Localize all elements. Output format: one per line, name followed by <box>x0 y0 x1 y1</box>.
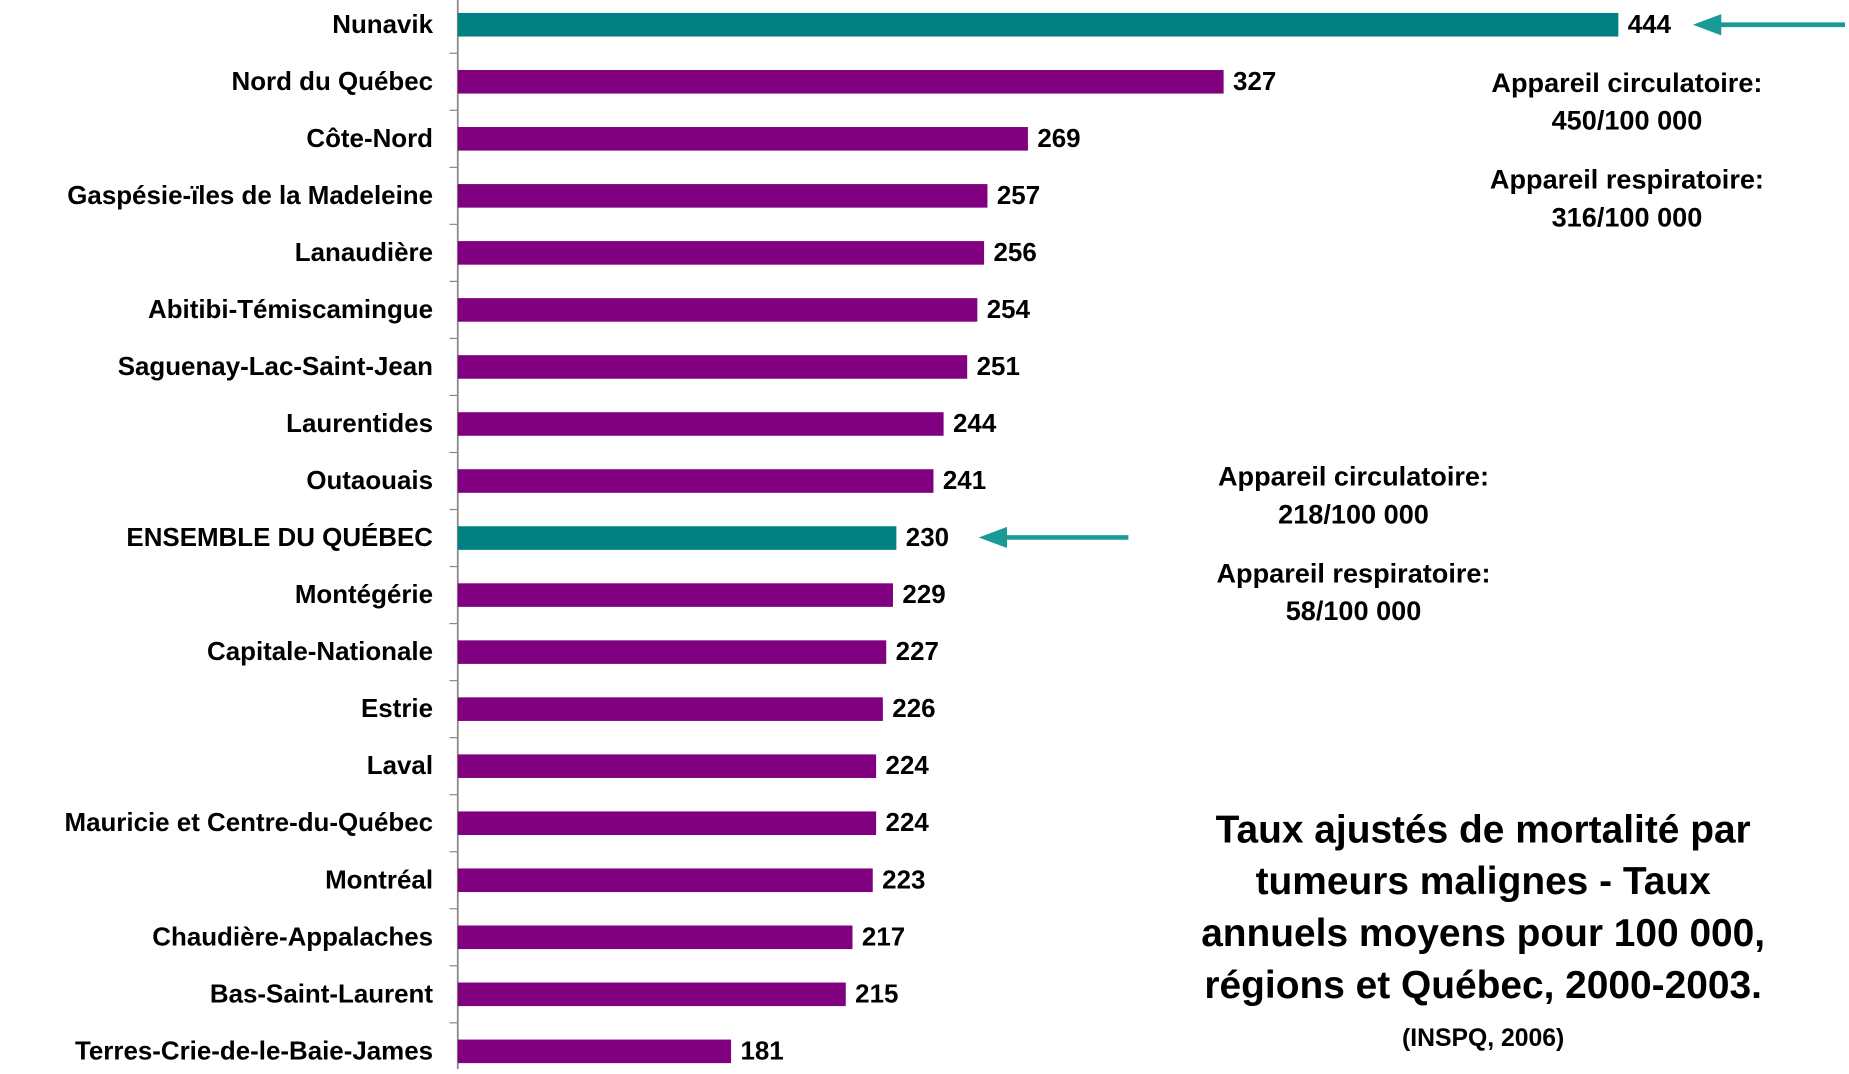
category-label: Montréal <box>325 866 433 894</box>
annotation: Appareil respiratoire: <box>1216 557 1490 588</box>
bar <box>457 69 1224 94</box>
category-label: Nord du Québec <box>232 68 434 96</box>
bar <box>457 1039 732 1064</box>
arrow <box>1692 14 1845 36</box>
bar <box>457 754 877 778</box>
category-label: Montégérie <box>295 581 433 609</box>
data-label: 217 <box>862 923 905 951</box>
bar <box>457 925 853 950</box>
annotation: 316/100 000 <box>1552 201 1703 232</box>
category-label: Outaouais <box>306 467 433 495</box>
annotation: Appareil circulatoire: <box>1491 67 1762 98</box>
category-label: Côte-Nord <box>306 125 433 153</box>
data-label: 257 <box>997 182 1040 210</box>
annotation: 58/100 000 <box>1286 595 1422 626</box>
category-label: Laurentides <box>286 410 433 438</box>
data-label: 227 <box>896 638 939 666</box>
data-label: 256 <box>994 239 1037 267</box>
chart-title: annuels moyens pour 100 000, <box>1201 912 1765 955</box>
bar <box>457 241 985 265</box>
category-label: Terres-Crie-de-le-Baie-James <box>75 1037 433 1065</box>
bar <box>457 811 877 835</box>
data-label: 254 <box>987 296 1031 324</box>
chart-title: Taux ajustés de mortalité par <box>1216 808 1751 851</box>
category-label: ENSEMBLE DU QUÉBEC <box>126 523 433 552</box>
bar <box>457 12 1619 37</box>
chart-title: régions et Québec, 2000-2003. <box>1204 964 1761 1007</box>
category-label: Abitibi-Témiscamingue <box>148 296 433 324</box>
bar <box>457 640 887 664</box>
category-label: Chaudière-Appalaches <box>152 923 433 951</box>
bar <box>457 526 897 550</box>
data-label: 224 <box>886 752 930 780</box>
category-label: Gaspésie-ïles de la Madeleine <box>67 182 433 210</box>
category-label: Capitale-Nationale <box>207 638 433 666</box>
category-label: Bas-Saint-Laurent <box>210 980 433 1008</box>
data-label: 244 <box>953 410 997 438</box>
data-label: 226 <box>892 695 935 723</box>
data-label: 229 <box>902 581 945 609</box>
bar <box>457 469 934 493</box>
category-label: Mauricie et Centre-du-Québec <box>64 809 433 837</box>
category-label: Laval <box>367 752 433 780</box>
bar <box>457 184 988 208</box>
bar <box>457 868 873 893</box>
category-label: Estrie <box>361 695 433 723</box>
bar <box>457 982 846 1007</box>
source: (INSPQ, 2006) <box>1402 1025 1564 1052</box>
data-label: 230 <box>906 524 949 552</box>
bar <box>457 298 978 322</box>
data-label: 181 <box>740 1037 783 1065</box>
annotation: 450/100 000 <box>1552 105 1703 136</box>
bar <box>457 697 883 721</box>
data-label: 223 <box>882 866 925 894</box>
bar <box>457 583 893 607</box>
data-label: 327 <box>1233 68 1276 96</box>
data-label: 251 <box>977 353 1020 381</box>
data-label: 224 <box>886 809 930 837</box>
data-label: 444 <box>1628 11 1672 39</box>
data-label: 215 <box>855 980 898 1008</box>
data-label: 241 <box>943 467 986 495</box>
annotation: Appareil circulatoire: <box>1218 461 1489 492</box>
category-label: Nunavik <box>332 11 433 39</box>
annotation: 218/100 000 <box>1278 498 1429 529</box>
arrow <box>978 526 1129 549</box>
category-label: Saguenay-Lac-Saint-Jean <box>118 353 433 381</box>
annotation: Appareil respiratoire: <box>1490 164 1764 195</box>
bar <box>457 127 1028 151</box>
chart-title: tumeurs malignes - Taux <box>1256 860 1711 903</box>
bar <box>457 412 944 436</box>
category-label: Lanaudière <box>295 239 433 267</box>
bar <box>457 355 968 379</box>
data-label: 269 <box>1037 125 1080 153</box>
